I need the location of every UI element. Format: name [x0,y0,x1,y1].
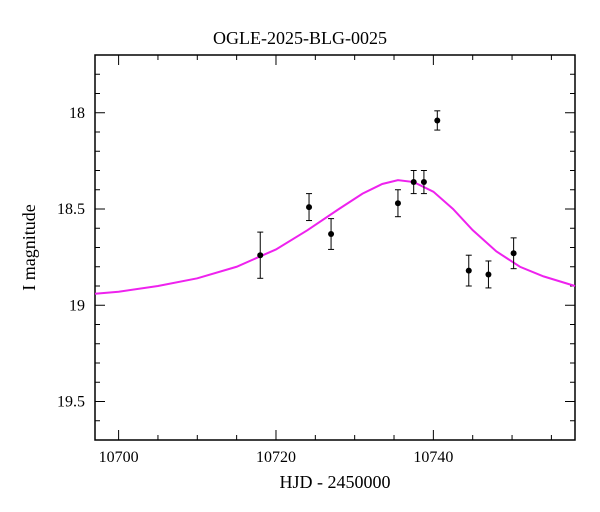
svg-text:HJD - 2450000: HJD - 2450000 [280,472,391,492]
svg-text:10720: 10720 [256,449,296,466]
svg-text:10740: 10740 [413,449,453,466]
chart-container: OGLE-2025-BLG-0025 1070010720107401818.5… [0,0,600,512]
svg-text:19: 19 [69,297,85,314]
svg-text:18.5: 18.5 [57,201,85,218]
svg-text:18: 18 [69,105,85,122]
chart-svg: 10700 10720 10740 18 18.5 19 19.5 HJD - 2450000… [0,0,600,512]
svg-text:10700: 10700 [99,449,139,466]
svg-text:19.5: 19.5 [57,394,85,411]
svg-text:I magnitude: I magnitude [19,204,39,290]
